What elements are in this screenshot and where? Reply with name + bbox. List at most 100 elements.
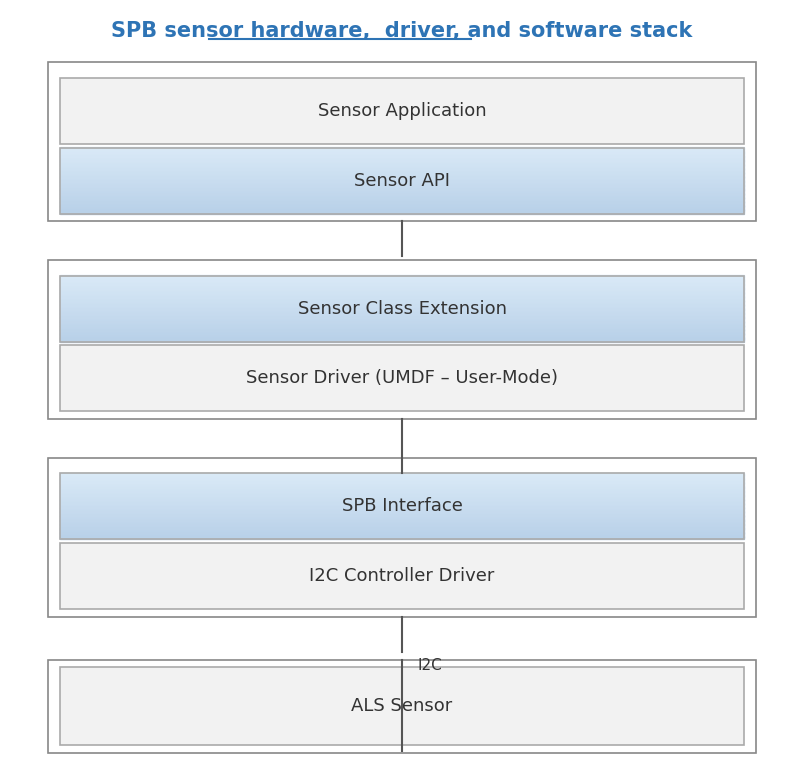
Bar [59, 337, 744, 339]
Bar [59, 210, 744, 212]
Bar [59, 488, 744, 491]
Bar [59, 332, 744, 334]
Bar [59, 212, 744, 213]
Bar [59, 208, 744, 209]
Bar [59, 180, 744, 182]
Bar [59, 288, 744, 290]
Bar [59, 517, 744, 520]
Bar [59, 326, 744, 328]
Bar [59, 196, 744, 198]
Bar [59, 496, 744, 499]
Bar [59, 533, 744, 535]
Text: Sensor Class Extension: Sensor Class Extension [297, 299, 506, 318]
Bar [59, 502, 744, 504]
Bar [59, 169, 744, 172]
Bar [59, 320, 744, 321]
Bar [59, 173, 744, 176]
Bar [59, 520, 744, 522]
Bar [59, 193, 744, 195]
Text: SPB sensor hardware,  driver, and software stack: SPB sensor hardware, driver, and softwar… [111, 21, 692, 42]
Bar [59, 293, 744, 296]
Bar [59, 304, 744, 306]
Bar [59, 503, 744, 505]
Bar [59, 667, 744, 745]
Bar [59, 181, 744, 183]
Bar [59, 338, 744, 340]
Bar [59, 318, 744, 321]
Bar [59, 482, 744, 484]
Bar [59, 194, 744, 197]
Bar [59, 278, 744, 280]
Bar [59, 506, 744, 508]
Bar [59, 543, 744, 609]
Bar [59, 300, 744, 302]
Bar [59, 283, 744, 285]
Bar [59, 515, 744, 517]
Bar [59, 295, 744, 297]
Bar [59, 475, 744, 477]
Bar [59, 275, 744, 277]
Bar [48, 260, 755, 419]
Bar [59, 303, 744, 305]
Bar [59, 192, 744, 194]
Bar [59, 498, 744, 500]
Bar [59, 514, 744, 516]
Bar [59, 325, 744, 327]
Bar [59, 78, 744, 143]
Bar [59, 329, 744, 331]
Bar [59, 495, 744, 497]
Bar [59, 148, 744, 151]
Bar [59, 473, 744, 475]
Bar [59, 524, 744, 526]
Bar [59, 490, 744, 492]
Bar [59, 176, 744, 178]
Bar [59, 281, 744, 284]
Bar [59, 177, 744, 180]
Bar [59, 292, 744, 294]
Bar [59, 486, 744, 488]
Bar [48, 458, 755, 617]
Bar [59, 183, 744, 186]
Bar [59, 312, 744, 314]
Bar [59, 154, 744, 155]
Bar [59, 171, 744, 172]
Bar [59, 316, 744, 318]
Bar [59, 310, 744, 313]
Bar [59, 511, 744, 513]
Bar [59, 485, 744, 487]
Bar [48, 63, 755, 221]
Bar [59, 164, 744, 166]
Bar [59, 152, 744, 154]
Bar [59, 175, 744, 176]
Bar [59, 474, 744, 476]
Bar [59, 317, 744, 319]
Bar [59, 287, 744, 289]
Bar [59, 276, 744, 278]
Bar [59, 204, 744, 205]
Bar [59, 334, 744, 336]
Bar [59, 179, 744, 180]
Bar [59, 158, 744, 159]
Bar [59, 154, 744, 157]
Bar [59, 313, 744, 315]
Text: SPB Interface: SPB Interface [341, 497, 462, 515]
Bar [59, 168, 744, 170]
Bar [59, 528, 744, 530]
Bar [59, 500, 744, 503]
Bar [59, 529, 744, 532]
Bar [59, 508, 744, 510]
Bar [59, 156, 744, 158]
Bar [59, 322, 744, 325]
Bar [59, 297, 744, 299]
Bar [59, 200, 744, 201]
Bar [59, 328, 744, 330]
Bar [59, 339, 744, 342]
Bar [59, 183, 744, 184]
Bar [59, 147, 744, 149]
Bar [59, 516, 744, 518]
Bar [59, 487, 744, 489]
Bar [59, 150, 744, 151]
Bar [59, 202, 744, 205]
Bar [59, 536, 744, 538]
Bar [59, 494, 744, 495]
